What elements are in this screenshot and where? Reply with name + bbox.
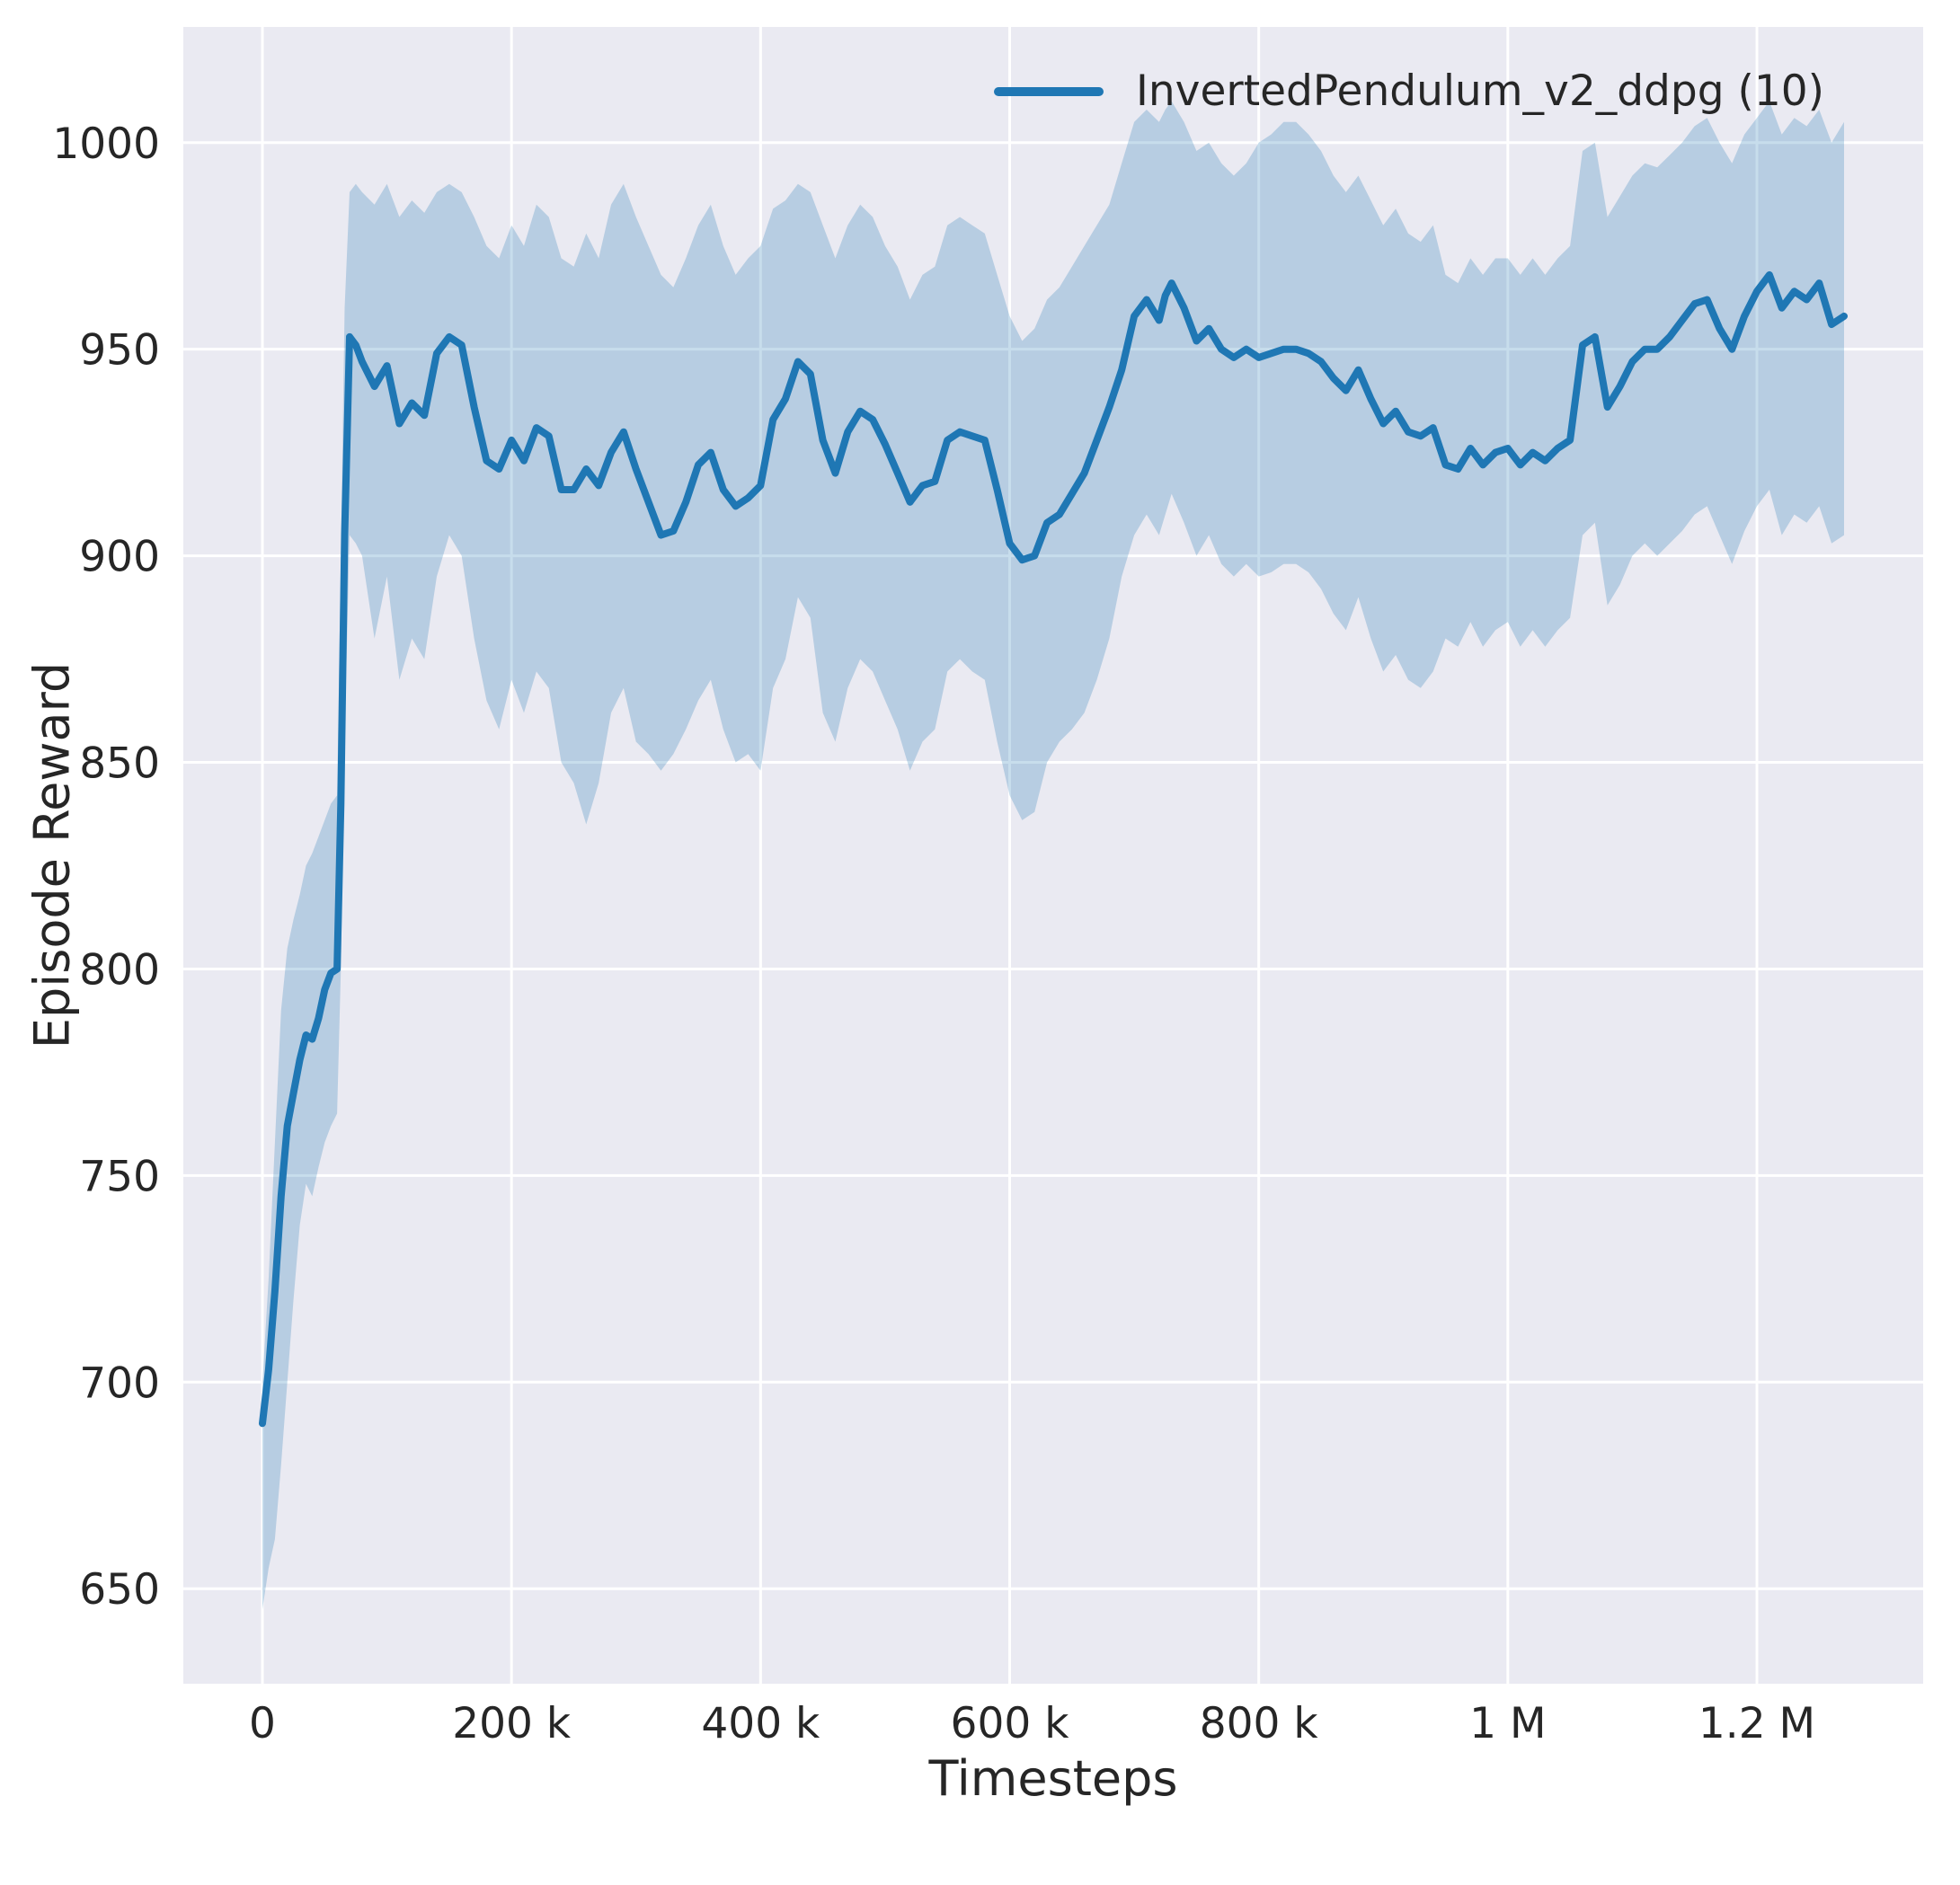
x-tick-label: 1.2 M	[1698, 1699, 1815, 1748]
x-tick-label: 800 k	[1200, 1699, 1319, 1748]
legend-line-sample	[994, 86, 1104, 96]
x-tick-label: 1 M	[1469, 1699, 1546, 1748]
y-tick-label: 900	[79, 533, 160, 582]
legend-label: InvertedPendulum_v2_ddpg (10)	[1136, 66, 1824, 116]
x-tick-label: 200 k	[452, 1699, 572, 1748]
mean-line	[259, 270, 1848, 1428]
legend: InvertedPendulum_v2_ddpg (10)	[994, 66, 1824, 116]
y-tick-label: 800	[79, 945, 160, 995]
confidence-band	[262, 101, 1844, 1610]
plot-background	[183, 27, 1923, 1684]
y-tick-label: 650	[79, 1565, 160, 1615]
x-tick-label: 0	[249, 1699, 276, 1748]
y-tick-label: 700	[79, 1358, 160, 1408]
y-tick-label: 850	[79, 739, 160, 789]
y-tick-label: 1000	[52, 119, 160, 169]
x-axis-label: Timesteps	[928, 1750, 1178, 1807]
y-axis-label: Episode Reward	[23, 661, 81, 1049]
y-tick-label: 950	[79, 326, 160, 376]
x-tick-label: 400 k	[701, 1699, 820, 1748]
y-tick-label: 750	[79, 1152, 160, 1201]
x-tick-label: 600 k	[951, 1699, 1070, 1748]
